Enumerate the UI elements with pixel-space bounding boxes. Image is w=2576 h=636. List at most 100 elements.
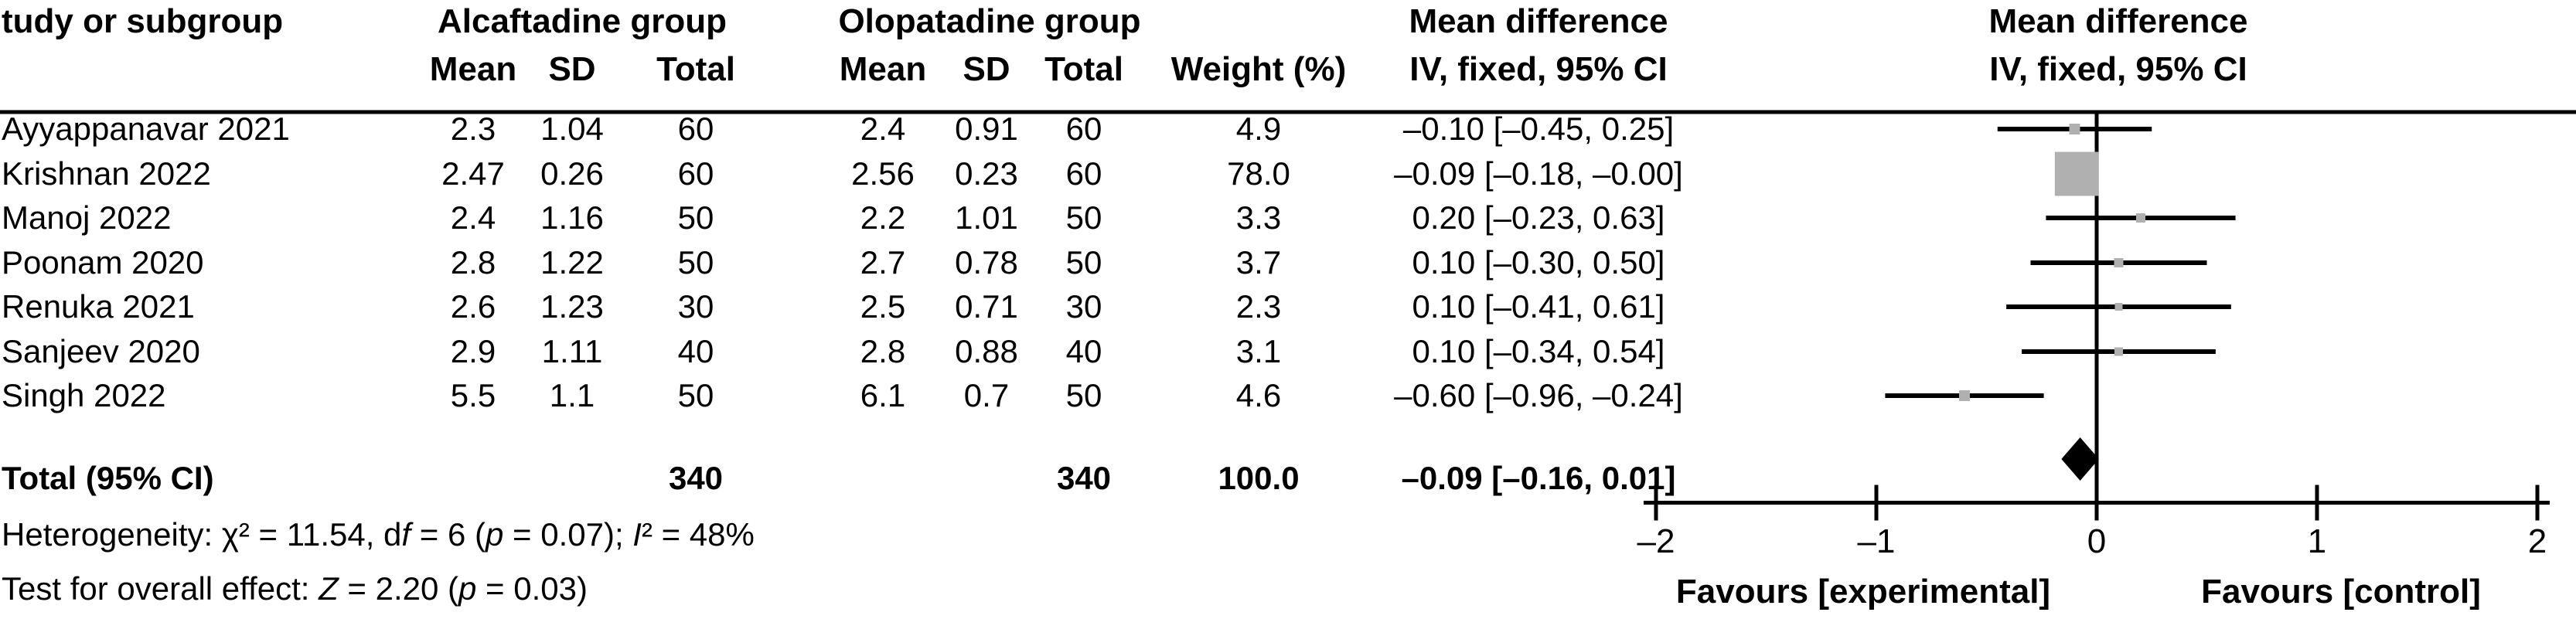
group1-total-header: Total (656, 50, 735, 88)
group1-sd: 1.04 (540, 111, 604, 147)
study-ci-text: –0.10 [–0.45, 0.25] (1402, 111, 1675, 147)
group1-mean: 2.47 (441, 155, 505, 192)
axis-tick-label: –1 (1857, 522, 1896, 560)
group2-mean-header: Mean (839, 50, 927, 88)
weight-square (2054, 151, 2099, 196)
group1-total: 40 (677, 333, 714, 369)
total-row-label: Total (95% CI) (2, 460, 214, 496)
group2-sd: 0.91 (955, 111, 1018, 147)
group2-mean: 2.4 (860, 111, 906, 147)
study-name: Manoj 2022 (2, 199, 172, 236)
plot-header-line2: IV, fixed, 95% CI (1989, 50, 2247, 88)
weight-square (2114, 258, 2124, 267)
axis-tick-label: 1 (2307, 522, 2327, 560)
study-weight: 2.3 (1235, 288, 1282, 325)
header-rule (0, 110, 2576, 114)
plot-header-line1: Mean difference (1988, 2, 2248, 40)
study-weight: 4.9 (1235, 111, 1282, 147)
group2-mean: 2.7 (860, 244, 906, 281)
study-weight: 3.1 (1235, 333, 1282, 369)
group1-mean: 2.3 (450, 111, 496, 147)
group2-sd: 0.88 (955, 333, 1018, 369)
group1-sd: 1.22 (540, 244, 604, 281)
group2-total: 50 (1065, 244, 1102, 281)
group1-total: 60 (677, 111, 714, 147)
group2-mean: 6.1 (860, 377, 906, 413)
group1-sd-header: SD (548, 50, 596, 88)
md-column-header-line2: IV, fixed, 95% CI (1409, 50, 1668, 88)
stat-text: Test for overall effect: (2, 570, 319, 607)
weight-square (2069, 124, 2080, 134)
weight-square (2114, 347, 2123, 356)
group2-sd: 1.01 (955, 199, 1018, 236)
group2-sd: 0.71 (955, 288, 1018, 325)
total-weight: 100.0 (1218, 460, 1300, 496)
group1-header: Alcaftadine group (437, 2, 727, 40)
stat-text: Heterogeneity: χ² = 11.54, d (2, 516, 402, 553)
group2-total-header: Total (1044, 50, 1123, 88)
study-name: Sanjeev 2020 (2, 333, 200, 369)
group2-sd-header: SD (963, 50, 1010, 88)
group2-total: 40 (1065, 333, 1102, 369)
study-ci-text: 0.10 [–0.41, 0.61] (1412, 288, 1665, 325)
group1-total: 60 (677, 155, 714, 192)
md-column-header-line1: Mean difference (1409, 2, 1668, 40)
heterogeneity-line: Heterogeneity: χ² = 11.54, df = 6 (p = 0… (2, 519, 755, 551)
stat-text: = 2.20 ( (338, 570, 458, 607)
group2-header: Olopatadine group (838, 2, 1141, 40)
axis-tick (2094, 485, 2099, 521)
group1-sd: 1.11 (541, 333, 603, 369)
study-weight: 78.0 (1227, 155, 1290, 192)
group1-total: 50 (677, 199, 714, 236)
group1-total: 30 (677, 288, 714, 325)
group2-total: 50 (1065, 377, 1102, 413)
stat-text: = 0.07); (503, 516, 633, 553)
group1-total: 50 (677, 377, 714, 413)
study-weight: 4.6 (1235, 377, 1282, 413)
summary-diamond (2061, 437, 2099, 481)
study-name: Renuka 2021 (2, 288, 195, 325)
study-name: Singh 2022 (2, 377, 166, 413)
group1-mean-header: Mean (429, 50, 517, 88)
axis-tick-label: –2 (1637, 522, 1675, 560)
stat-symbol: p (458, 570, 477, 607)
group1-sd: 0.26 (540, 155, 604, 192)
stat-symbol: I (632, 516, 642, 553)
favours-control-label: Favours [control] (2201, 573, 2481, 610)
study-weight: 3.3 (1235, 199, 1282, 236)
axis-tick-label: 2 (2527, 522, 2547, 560)
total-group2-total: 340 (1056, 460, 1112, 496)
group1-total: 50 (677, 244, 714, 281)
axis-tick (2315, 485, 2319, 521)
group2-mean: 2.8 (860, 333, 906, 369)
group1-sd: 1.16 (540, 199, 604, 236)
total-ci-text: –0.09 [–0.16, 0.01] (1401, 460, 1676, 496)
study-ci-text: –0.60 [–0.96, –0.24] (1394, 377, 1683, 413)
group1-sd: 1.1 (549, 377, 595, 413)
group2-mean: 2.56 (851, 155, 915, 192)
group2-sd: 0.78 (955, 244, 1018, 281)
axis-tick-label: 0 (2087, 522, 2107, 560)
axis-tick (1874, 485, 1879, 521)
weight-square (1959, 390, 1970, 401)
group1-sd: 1.23 (540, 288, 604, 325)
group2-mean: 2.5 (860, 288, 906, 325)
group2-sd: 0.23 (955, 155, 1018, 192)
group1-mean: 5.5 (450, 377, 496, 413)
study-ci-text: –0.09 [–0.18, –0.00] (1394, 155, 1683, 192)
study-ci-text: 0.10 [–0.34, 0.54] (1412, 333, 1665, 369)
stat-text: ² = 48% (641, 516, 755, 553)
study-name: Krishnan 2022 (2, 155, 211, 192)
group2-mean: 2.2 (860, 199, 906, 236)
stat-text: = 0.03) (476, 570, 588, 607)
axis-tick (2535, 485, 2540, 521)
study-ci-text: 0.10 [–0.30, 0.50] (1412, 244, 1665, 281)
group1-mean: 2.9 (450, 333, 496, 369)
axis-tick (1654, 485, 1658, 521)
favours-experimental-label: Favours [experimental] (1675, 573, 2051, 610)
weight-square (2136, 213, 2145, 223)
group1-mean: 2.6 (450, 288, 496, 325)
group2-total: 60 (1065, 155, 1102, 192)
